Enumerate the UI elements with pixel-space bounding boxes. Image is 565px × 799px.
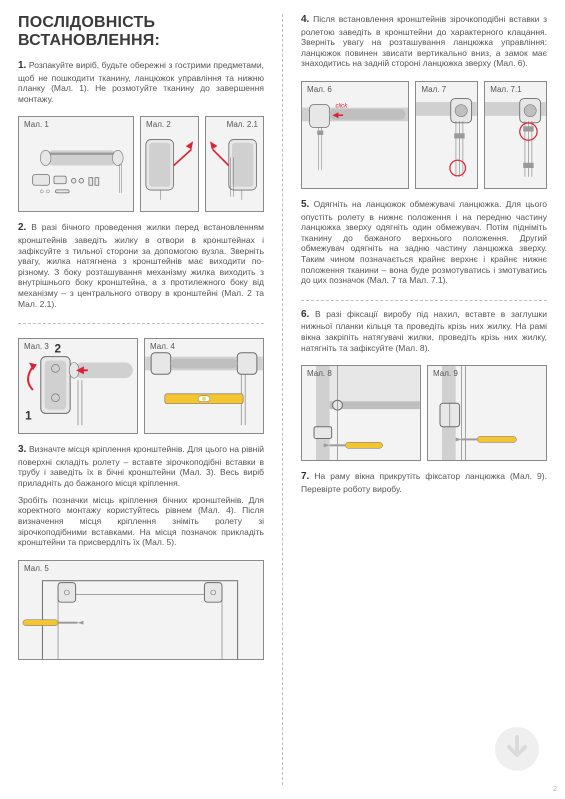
step-6: 6. В разі фіксації виробу під нахил, вст… — [301, 309, 547, 353]
step-5: 5. Одягніть на ланцюжок обмежувачі ланцю… — [301, 199, 547, 286]
caption-7: Мал. 7 — [421, 85, 446, 94]
step-2: 2. В разі бічного проведення жилки перед… — [18, 222, 264, 309]
caption-3: Мал. 3 — [24, 342, 49, 351]
step-3a-text: Визначте місця кріплення кронштейнів. Дл… — [18, 444, 264, 488]
step-7-text: На раму вікна прикрутіть фіксатор ланцюж… — [301, 471, 547, 494]
figure-3: Мал. 3 1 2 — [18, 338, 138, 434]
fig-row-3: Мал. 5 — [18, 560, 264, 660]
caption-8: Мал. 8 — [307, 369, 332, 378]
label-n1: 1 — [25, 410, 32, 423]
label-click: click — [335, 103, 348, 110]
step-2-text: В разі бічного проведення жилки перед вс… — [18, 222, 264, 308]
figure-2: Мал. 2 — [140, 116, 199, 212]
step-3a: 3. Визначте місця кріплення кронштейнів.… — [18, 444, 264, 488]
fig-row-2: Мал. 3 1 2 Мал. 4 — [18, 338, 264, 434]
caption-7-1: Мал. 7.1 — [490, 85, 521, 94]
caption-6: Мал. 6 — [307, 85, 332, 94]
watermark-icon — [493, 725, 541, 773]
figure-7: Мал. 7 — [415, 81, 478, 189]
step-4-text: Після встановлення кронштейнів зірочкопо… — [301, 14, 547, 68]
vertical-divider — [282, 14, 283, 785]
figure-5: Мал. 5 — [18, 560, 264, 660]
step-6-text: В разі фіксації виробу під нахил, вставт… — [301, 309, 547, 353]
figure-6: Мал. 6 click — [301, 81, 409, 189]
label-n2: 2 — [55, 343, 62, 356]
step-5-text: Одягніть на ланцюжок обмежувачі ланцюжка… — [301, 199, 547, 285]
caption-4: Мал. 4 — [150, 342, 175, 351]
left-column: ПОСЛІДОВНІСТЬ ВСТАНОВЛЕННЯ: 1. Розпакуйт… — [18, 14, 264, 785]
fig-row-5: Мал. 8 Мал. 9 — [301, 365, 547, 461]
caption-5: Мал. 5 — [24, 564, 49, 573]
right-column: 4. Після встановлення кронштейнів зірочк… — [301, 14, 547, 785]
page-number: 2 — [553, 786, 557, 793]
figure-4: Мал. 4 — [144, 338, 264, 434]
figure-1: Мал. 1 — [18, 116, 134, 212]
step-7: 7. На раму вікна прикрутіть фіксатор лан… — [301, 471, 547, 494]
fig-row-1: Мал. 1 М — [18, 116, 264, 212]
hline-left-1 — [18, 323, 264, 324]
figure-9: Мал. 9 — [427, 365, 547, 461]
caption-1: Мал. 1 — [24, 120, 49, 129]
caption-9: Мал. 9 — [433, 369, 458, 378]
hline-right-1 — [301, 300, 547, 301]
page-title: ПОСЛІДОВНІСТЬ ВСТАНОВЛЕННЯ: — [18, 14, 264, 50]
figure-2-1: Мал. 2.1 — [205, 116, 264, 212]
figure-7-1: Мал. 7.1 — [484, 81, 547, 189]
caption-2-1: Мал. 2.1 — [227, 120, 258, 129]
figure-8: Мал. 8 — [301, 365, 421, 461]
step-3b-text: Зробіть позначки місць кріплення бічних … — [18, 495, 264, 548]
step-4: 4. Після встановлення кронштейнів зірочк… — [301, 14, 547, 69]
fig-row-4: Мал. 6 click Мал. 7 — [301, 81, 547, 189]
step-1: 1. Розпакуйте виріб, будьте обережні з г… — [18, 60, 264, 104]
caption-2: Мал. 2 — [146, 120, 171, 129]
step-1-text: Розпакуйте виріб, будьте обережні з гост… — [18, 60, 264, 104]
